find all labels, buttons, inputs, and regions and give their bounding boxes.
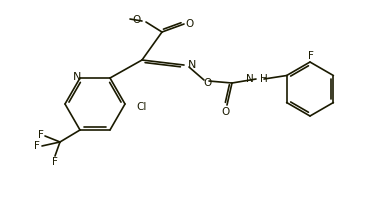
Text: Cl: Cl [136,102,146,112]
Text: N: N [73,72,81,82]
Text: N: N [246,74,254,84]
Text: O: O [133,15,141,25]
Text: H: H [260,74,268,84]
Text: N: N [188,60,196,70]
Text: F: F [34,141,40,151]
Text: O: O [203,78,211,88]
Text: F: F [308,51,314,61]
Text: O: O [221,107,229,117]
Text: F: F [52,157,58,167]
Text: O: O [185,19,193,29]
Text: F: F [38,130,44,140]
